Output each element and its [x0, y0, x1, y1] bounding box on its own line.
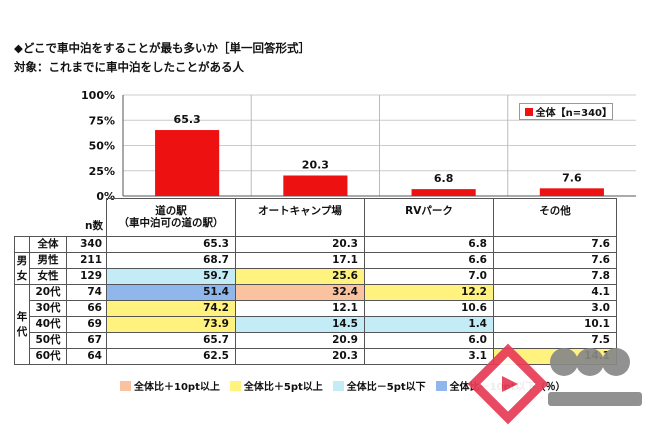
table-cell: 6.8 [364, 236, 494, 253]
bar-value-label: 7.6 [562, 171, 582, 184]
legend-label: 全体【n=340】 [535, 108, 612, 119]
table-cell: 68.7 [106, 252, 236, 269]
table-row: 30代 66 74.2 12.1 10.6 3.0 [15, 300, 617, 317]
highlight-legend-item: 全体比＋10pt以上 [120, 378, 220, 393]
bar-value-label: 20.3 [302, 158, 329, 171]
col-head-other: その他 [493, 198, 617, 237]
row-n-count: 67 [66, 332, 107, 349]
row-label: 50代 [29, 332, 67, 349]
bar-2 [411, 189, 476, 196]
highlight-swatch [332, 380, 344, 391]
table-cell: 17.1 [235, 252, 365, 269]
row-label: 40代 [29, 316, 67, 333]
table-cell: 51.4 [106, 284, 236, 301]
row-group-label: 男女 [14, 252, 30, 285]
row-n-count: 211 [66, 252, 107, 269]
table-cell: 3.0 [493, 300, 617, 317]
highlight-label: 全体比＋5pt以上 [243, 382, 323, 393]
col-head-michinoeki: 道の駅 （車中泊可の道の駅） [106, 198, 236, 237]
table-cell: 6.6 [364, 252, 494, 269]
table-cell: 12.1 [235, 300, 365, 317]
y-tick-label: 100% [81, 89, 115, 102]
table-cell: 59.7 [106, 268, 236, 285]
table-row: 男女男性 211 68.7 17.1 6.6 7.6 [14, 252, 617, 285]
highlight-label: 全体比－5pt以下 [346, 382, 426, 393]
table-cell: 65.3 [106, 236, 236, 253]
table-cell: 7.8 [493, 268, 617, 285]
table-cell: 10.1 [493, 316, 617, 333]
row-label: 男性 [29, 252, 67, 269]
bar-value-label: 6.8 [434, 172, 454, 185]
col-head-rvpark: RVパーク [364, 198, 494, 237]
bar-0 [155, 130, 220, 196]
y-tick-label: 0% [96, 190, 115, 200]
table-cell: 14.5 [235, 316, 365, 333]
row-label: 女性 [29, 268, 67, 285]
table-row: 女性 129 59.7 25.6 7.0 7.8 [15, 268, 617, 285]
row-n-count: 74 [66, 284, 107, 301]
bar-value-label: 65.3 [174, 113, 201, 126]
table-cell: 32.4 [235, 284, 365, 301]
table-cell: 10.6 [364, 300, 494, 317]
row-label: 20代 [29, 284, 67, 301]
table-cell: 1.4 [364, 316, 494, 333]
highlight-swatch [435, 380, 447, 391]
row-label: 30代 [29, 300, 67, 317]
row-group-label: 年代 [14, 284, 30, 365]
chart-title: ◆どこで車中泊をすることが最も多いか［単一回答形式］ [14, 41, 310, 55]
table-cell: 7.0 [364, 268, 494, 285]
table-cell: 20.3 [235, 348, 365, 365]
table-cell: 6.0 [364, 332, 494, 349]
highlight-legend-item: 全体比－5pt以下 [332, 378, 426, 393]
table-row: 全体 340 65.3 20.3 6.8 7.6 [14, 236, 617, 253]
row-n-count: 340 [66, 236, 107, 253]
table-row: 年代 20代 74 51.4 32.4 12.2 4.1 [14, 284, 617, 365]
table-row: 40代 69 73.9 14.5 1.4 10.1 [15, 316, 617, 333]
table-cell: 74.2 [106, 300, 236, 317]
y-tick-label: 50% [89, 140, 115, 153]
table-row: 50代 67 65.7 20.9 6.0 7.5 [15, 332, 617, 349]
row-n-count: 64 [66, 348, 107, 365]
row-label: 60代 [29, 348, 67, 365]
table-cell: 62.5 [106, 348, 236, 365]
table-cell: 65.7 [106, 332, 236, 349]
y-tick-label: 75% [89, 114, 115, 127]
highlight-swatch [120, 380, 131, 391]
row-n-count: 69 [66, 316, 107, 333]
highlight-label: 全体比＋10pt以上 [134, 382, 220, 393]
table-cell: 12.2 [364, 284, 494, 301]
row-label: 全体 [29, 236, 67, 253]
y-tick-label: 25% [89, 165, 115, 178]
table-cell: 7.6 [493, 252, 617, 269]
row-n-count: 129 [66, 268, 107, 285]
table-cell: 4.1 [493, 284, 617, 301]
highlight-swatch [229, 380, 241, 391]
table-cell: 7.5 [493, 332, 617, 349]
table-cell: 73.9 [106, 316, 236, 333]
kurumanonews-logo [468, 343, 642, 425]
legend-swatch [525, 107, 533, 116]
table-cell: 20.3 [235, 236, 365, 253]
row-n-count: 66 [66, 300, 107, 317]
table-cell: 25.6 [235, 268, 365, 285]
crosstab-table: n数 道の駅 （車中泊可の道の駅） オートキャンプ場 RVパーク その他 全体 34… [14, 198, 617, 365]
col-head-autocamp: オートキャンプ場 [235, 198, 365, 237]
table-cell: 7.6 [493, 236, 617, 253]
bar-1 [283, 175, 348, 196]
n-header: n数 [85, 220, 103, 232]
chart-subtitle: 対象：これまでに車中泊をしたことがある人 [14, 60, 244, 74]
row-group-label [14, 236, 30, 253]
chart-legend: 全体【n=340】 [519, 103, 613, 120]
highlight-legend-item: 全体比＋5pt以上 [229, 378, 323, 393]
bar-chart: 100% 75% 50% 25% 0% 65.3 20.3 6.8 7.6 [81, 89, 636, 200]
bar-3 [539, 188, 604, 196]
table-cell: 20.9 [235, 332, 365, 349]
